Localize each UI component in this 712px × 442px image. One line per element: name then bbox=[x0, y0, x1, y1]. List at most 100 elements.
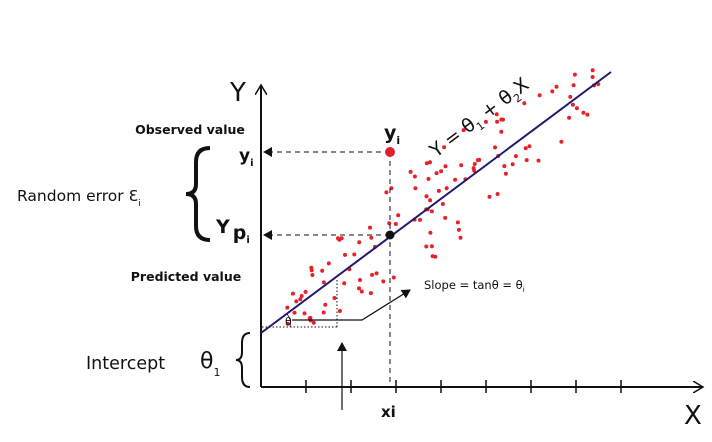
scatter-point bbox=[461, 128, 466, 133]
scatter-point bbox=[320, 268, 325, 273]
scatter-point bbox=[413, 186, 418, 191]
scatter-point bbox=[307, 316, 312, 321]
scatter-point bbox=[550, 89, 555, 94]
scatter-point bbox=[570, 102, 575, 107]
scatter-point bbox=[298, 297, 303, 302]
regression-line bbox=[260, 71, 612, 334]
subscript: i bbox=[246, 235, 249, 246]
subscript: i bbox=[396, 134, 400, 147]
symbol: y bbox=[384, 122, 397, 144]
slope-label: Slope = tanθ = θi bbox=[424, 278, 525, 294]
scatter-point bbox=[368, 225, 372, 230]
angle-arc bbox=[286, 313, 291, 328]
scatter-point bbox=[311, 320, 316, 325]
subscript: 1 bbox=[213, 366, 220, 379]
scatter-point bbox=[523, 146, 528, 151]
scatter-point bbox=[536, 158, 541, 163]
scatter-point bbox=[396, 213, 401, 218]
label: Slope = tanθ = θ bbox=[424, 278, 523, 292]
scatter-point bbox=[428, 198, 433, 203]
scatter-point bbox=[503, 171, 508, 176]
angle-label: θ bbox=[285, 315, 292, 328]
observed-symbol: yi bbox=[384, 122, 400, 147]
xi-label: xi bbox=[381, 403, 396, 421]
symbol: Y bbox=[215, 216, 230, 238]
scatter-point bbox=[387, 221, 392, 226]
scatter-point bbox=[310, 273, 315, 277]
scatter-point bbox=[326, 261, 331, 266]
scatter-point bbox=[442, 145, 447, 150]
scatter-point bbox=[434, 171, 439, 176]
scatter-point bbox=[285, 321, 290, 326]
x-axis-label: X bbox=[684, 401, 702, 431]
scatter-point bbox=[391, 275, 396, 280]
scatter-point bbox=[321, 280, 326, 285]
scatter-point bbox=[426, 176, 431, 181]
scatter-point bbox=[368, 291, 373, 296]
scatter-point bbox=[590, 68, 595, 73]
symbol: y bbox=[239, 146, 250, 166]
scatter-point bbox=[458, 235, 463, 240]
scatter-point bbox=[412, 174, 417, 179]
subscript: i bbox=[523, 286, 525, 294]
scatter-point bbox=[424, 161, 429, 166]
scatter-point bbox=[554, 84, 559, 89]
predicted-label: Predicted value bbox=[131, 269, 241, 284]
scatter-point bbox=[513, 154, 518, 159]
scatter-point bbox=[475, 158, 480, 163]
scatter-point bbox=[524, 158, 529, 163]
scatter-point bbox=[358, 278, 362, 282]
symbol: Ɛ bbox=[129, 187, 139, 205]
scatter-point bbox=[459, 163, 464, 168]
scatter-point bbox=[428, 230, 433, 235]
scatter-point bbox=[321, 310, 326, 315]
scatter-point bbox=[572, 72, 577, 77]
scatter-point bbox=[483, 119, 488, 124]
scatter-point bbox=[429, 244, 434, 249]
scatter-point bbox=[495, 192, 500, 196]
scatter-point bbox=[424, 194, 429, 199]
scatter-point bbox=[443, 164, 448, 169]
scatter-point bbox=[292, 310, 297, 315]
scatter-point bbox=[559, 139, 564, 144]
scatter-point bbox=[537, 93, 542, 98]
predicted-point bbox=[385, 230, 395, 240]
label: Random error bbox=[17, 187, 124, 205]
scatter-point bbox=[495, 119, 500, 124]
scatter-point bbox=[424, 244, 429, 249]
scatter-point bbox=[502, 164, 507, 169]
observed-label: Observed value bbox=[135, 122, 245, 137]
y-axis-label: Y bbox=[229, 78, 246, 108]
scatter-point bbox=[433, 254, 438, 259]
scatter-point bbox=[567, 115, 572, 120]
scatter-point bbox=[384, 190, 389, 195]
scatter-point bbox=[527, 144, 532, 149]
scatter-point bbox=[436, 188, 441, 193]
random-error-label: Random error Ɛi bbox=[17, 187, 141, 209]
scatter-point bbox=[303, 289, 308, 294]
scatter-point bbox=[393, 222, 398, 226]
scatter-point bbox=[418, 217, 422, 222]
scatter-point bbox=[510, 162, 515, 167]
scatter-point bbox=[309, 268, 314, 273]
scatter-point bbox=[337, 309, 342, 313]
observed-axis-symbol: yi bbox=[239, 146, 254, 169]
x-ticks bbox=[305, 380, 622, 393]
scatter-point bbox=[294, 299, 299, 304]
scatter-point bbox=[493, 145, 497, 150]
equation: Y = θ1 + θ2X bbox=[425, 73, 535, 165]
scatter-point bbox=[336, 236, 340, 241]
scatter-point bbox=[590, 75, 595, 79]
scatter-point bbox=[285, 305, 290, 310]
scatter-point bbox=[581, 110, 586, 115]
scatter-point bbox=[574, 106, 579, 111]
scatter-point bbox=[443, 215, 448, 220]
scatter-point bbox=[343, 252, 347, 257]
intercept-label: Intercept bbox=[86, 354, 165, 374]
scatter-point bbox=[439, 169, 444, 174]
scatter-point bbox=[381, 279, 386, 284]
scatter-point bbox=[571, 83, 576, 88]
scatter-point bbox=[494, 112, 499, 117]
